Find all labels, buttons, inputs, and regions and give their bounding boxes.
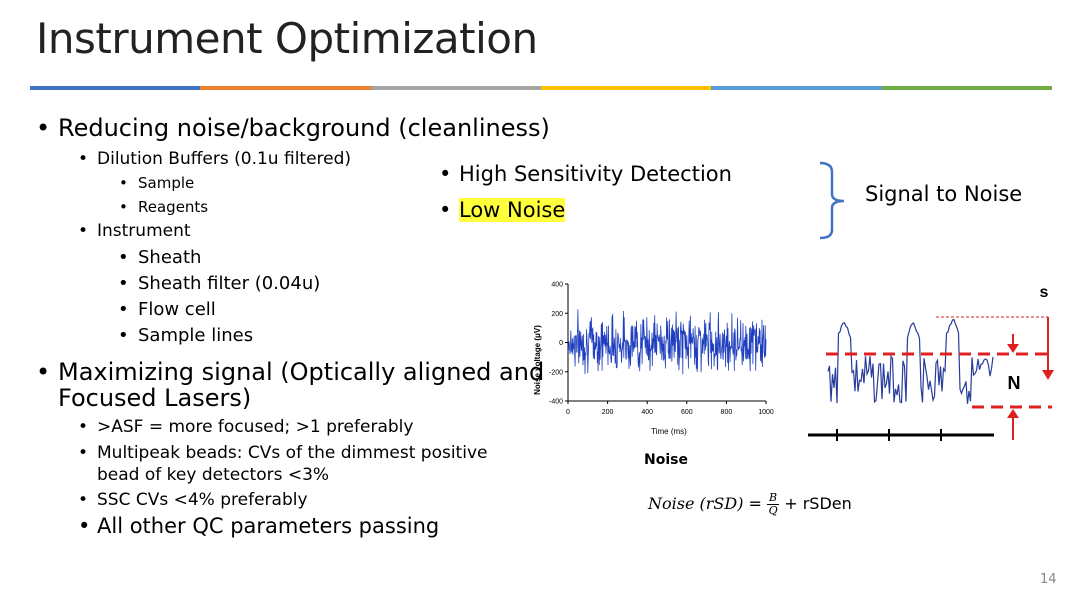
formula-tail: + rSDen (784, 494, 852, 513)
formula-fraction: B Q (767, 491, 780, 517)
formula-numerator: B (767, 491, 780, 505)
rule-segment (881, 86, 1052, 90)
noise-x-tick-label: 1000 (758, 409, 774, 416)
bullet-low-noise: Low Noise (439, 198, 566, 222)
noise-y-tick-label: 200 (551, 311, 563, 318)
noise-chart-caption: Noise (644, 452, 688, 468)
noise-y-tick-label: 400 (551, 282, 563, 289)
bullet-flow-cell: Flow cell (118, 299, 216, 320)
bullet-maximizing-signal: Maximizing signal (Optically aligned and (36, 358, 544, 386)
noise-y-tick-label: 0 (559, 340, 563, 347)
bullet-multipeak-cont: bead of key detectors <3% (97, 465, 330, 485)
noise-y-tick-label: -200 (549, 369, 563, 376)
noise-arrow-down-head (1007, 344, 1019, 353)
rule-segment (711, 86, 882, 90)
bullet-sample: Sample (119, 174, 194, 192)
bullet-sample-lines: Sample lines (118, 325, 253, 346)
noise-arrow-up-head (1007, 409, 1019, 418)
bullet-maximizing-signal-cont: Focused Lasers) (58, 384, 252, 412)
page-number: 14 (1040, 572, 1057, 587)
signal-to-noise-label: Signal to Noise (865, 182, 1023, 206)
n-label: N (1008, 373, 1021, 393)
noise-chart: Noise voltage (μV) Time (ms) 0 200 400 600 8… (533, 282, 774, 437)
formula-denominator: Q (768, 504, 778, 517)
rule-segment (30, 86, 201, 90)
noise-x-tick-label: 400 (641, 409, 653, 416)
signal-noise-diagram: s N (808, 284, 1054, 441)
rule-segment (540, 86, 712, 90)
noise-x-tick-label: 800 (721, 409, 733, 416)
noise-series-line (567, 309, 767, 375)
noise-y-tick-label: -400 (549, 399, 563, 406)
noise-x-tick-label: 200 (602, 409, 614, 416)
bullet-sheath: Sheath (118, 247, 202, 268)
bullet-instrument: Instrument (78, 221, 190, 241)
rule-segment (200, 86, 371, 90)
formula-equals: = (748, 494, 762, 513)
noise-chart-axes: 0 200 400 600 800 1000 400 200 0 -200 -400 (549, 282, 774, 417)
bullet-reagents: Reagents (119, 198, 208, 216)
signal-trace (827, 318, 994, 404)
formula-lhs: Noise (rSD) (648, 494, 744, 513)
noise-chart-xlabel: Time (ms) (651, 427, 687, 436)
bullet-ssc-cvs: SSC CVs <4% preferably (78, 490, 307, 510)
s-label: s (1040, 284, 1049, 301)
low-noise-highlight: Low Noise (459, 198, 566, 222)
bullet-qc-parameters: All other QC parameters passing (78, 514, 439, 538)
signal-arrow-head (1042, 370, 1054, 380)
slide-title: Instrument Optimization (36, 14, 538, 63)
noise-x-tick-label: 600 (681, 409, 693, 416)
bullet-multipeak: Multipeak beads: CVs of the dimmest posi… (78, 443, 487, 463)
title-color-rule (30, 86, 1052, 90)
bullet-sheath-filter: Sheath filter (0.04u) (118, 273, 320, 294)
noise-formula: Noise (rSD) = B Q + rSDen (648, 492, 852, 517)
curly-brace (819, 161, 845, 240)
noise-x-tick-label: 0 (566, 409, 570, 416)
bullet-high-sensitivity: High Sensitivity Detection (439, 162, 732, 186)
rule-segment (370, 86, 541, 90)
bullet-reducing-noise: Reducing noise/background (cleanliness) (36, 114, 550, 142)
bullet-asf: >ASF = more focused; >1 preferably (78, 417, 413, 437)
noise-chart-ylabel: Noise voltage (μV) (533, 325, 542, 395)
bullet-dilution-buffers: Dilution Buffers (0.1u filtered) (78, 149, 351, 169)
